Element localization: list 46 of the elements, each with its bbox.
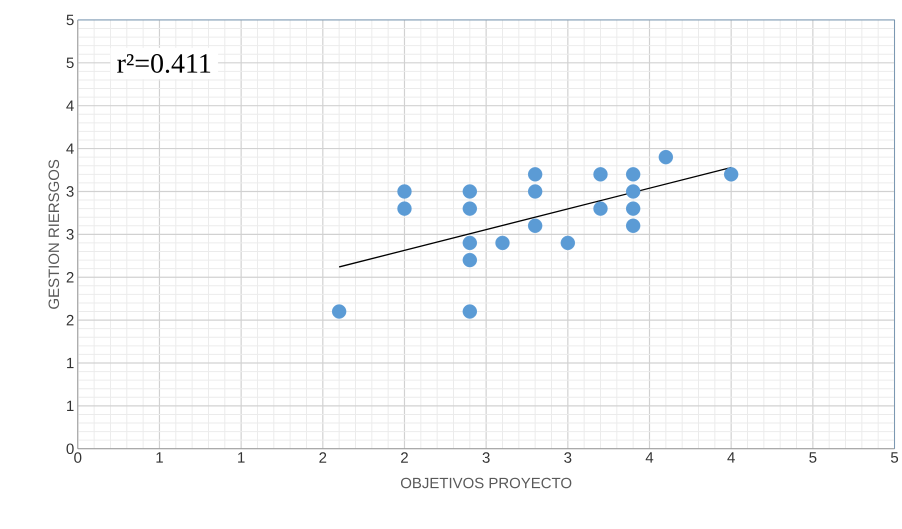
point [397,184,412,199]
point [462,253,477,268]
annotation: r²=0.411 [117,54,210,74]
point [332,304,346,319]
point [495,236,510,250]
y-axis-title: GESTION RIERSGOS [48,160,60,310]
point [462,184,477,199]
x-tick-label: 1 [238,452,245,463]
x-axis-title: OBJETIVOS PROYECTO [400,478,572,489]
y-tick-label: 4 [66,100,74,112]
x-tick-label: 1 [156,452,163,463]
point [658,150,674,165]
x-tick-label: 2 [401,452,408,463]
x-tick-label: 3 [564,452,572,464]
x-tick-label: 5 [809,452,816,463]
x-tick-label: 4 [727,452,735,463]
point [397,202,412,216]
point [626,202,640,216]
point [560,236,576,250]
y-tick-label: 3 [66,229,74,240]
y-tick-label: 1 [67,358,74,368]
y-tick-label: 0 [66,444,74,454]
point [462,202,477,216]
y-tick-label: 2 [66,315,74,326]
x-tick-label: 3 [482,452,490,464]
x-tick-label: 0 [74,452,82,464]
point [626,184,640,199]
point [462,304,477,319]
point [528,167,542,182]
point [528,218,542,234]
point [593,202,608,216]
y-tick-label: 5 [66,58,74,68]
x-tick-label: 4 [646,452,654,463]
x-tick-label: 2 [319,452,326,463]
y-tick-label: 5 [66,14,74,26]
point [724,167,738,182]
x-tick-label: 5 [890,452,898,463]
y-tick-label: 2 [66,272,74,283]
point [528,184,542,199]
point [593,167,608,182]
y-tick-label: 4 [66,144,74,154]
y-tick-label: 3 [66,186,74,197]
point [626,218,640,234]
y-tick-label: 1 [67,400,74,412]
point [462,236,477,250]
point [626,167,640,182]
